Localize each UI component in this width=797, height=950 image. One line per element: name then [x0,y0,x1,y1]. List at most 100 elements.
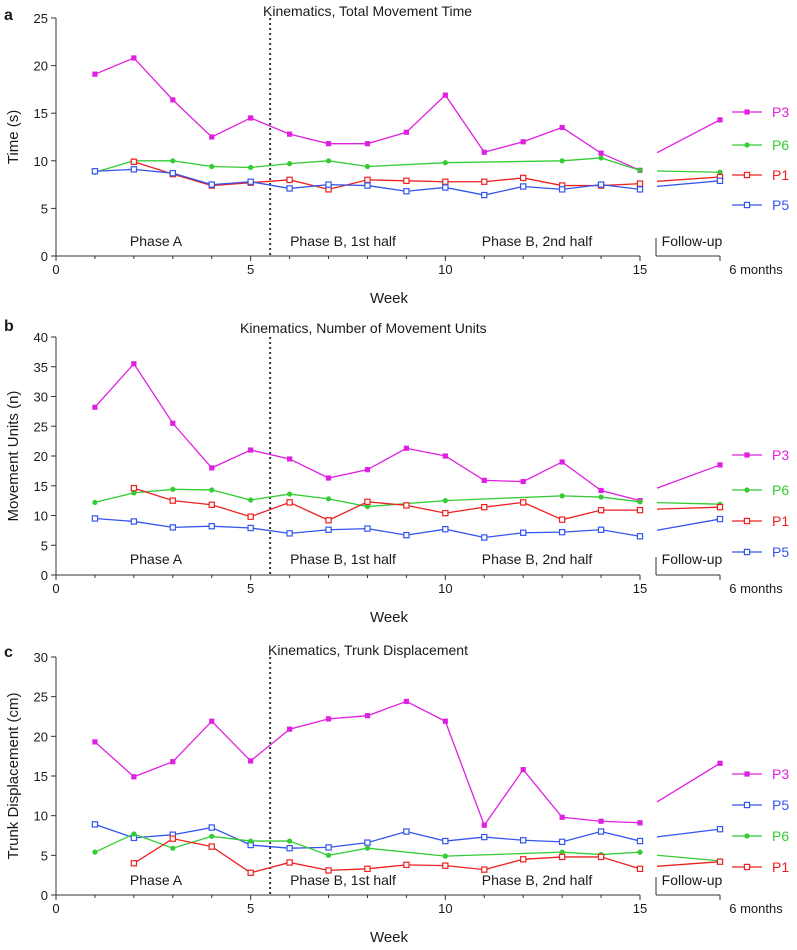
series-line [94,157,641,173]
data-point [169,497,176,504]
data-point [92,499,98,506]
x-axis-label: Week [370,609,409,626]
data-point [325,852,332,858]
data-point [208,523,215,530]
series-p6: P6 [92,482,789,510]
data-point [519,856,527,863]
data-point [287,131,293,137]
data-point [208,181,215,188]
legend-marker [744,142,750,148]
data-point [559,124,565,131]
data-point [637,499,643,505]
data-point [209,465,215,471]
data-point [636,837,644,845]
data-point [597,181,605,188]
y-tick-label: 35 [34,360,48,375]
data-point [286,844,293,852]
legend-marker [743,863,751,871]
data-point [247,513,254,520]
data-point [481,191,488,199]
legend-label: P6 [772,137,789,153]
series-p1: P1 [130,835,789,876]
data-point [91,821,99,828]
data-point [325,475,332,481]
chart-panel-b: b Kinematics, Number of Movement Units 0 5 1… [4,318,789,626]
phase-label: Phase B, 2nd half [482,551,593,567]
data-point [598,150,604,156]
series-p3: P3 [92,698,789,828]
data-point [287,491,293,497]
data-point [91,515,99,522]
panel-letter: b [4,318,14,335]
data-point [248,115,254,121]
data-point [597,828,605,835]
y-tick-label: 30 [34,650,48,665]
series-followup-line [656,501,721,505]
data-point [325,867,332,874]
x-tick-label: 0 [52,901,59,916]
data-point [403,177,410,184]
data-point [286,185,293,192]
data-point [558,516,566,523]
data-point [364,182,371,189]
data-point [248,497,254,503]
followup-tick-label: 6 months [729,581,783,596]
series-line [133,837,641,874]
data-point [636,186,644,193]
data-point [597,853,605,861]
data-point [131,774,137,780]
y-tick-label: 20 [34,729,48,744]
data-point [209,833,215,839]
data-point [92,404,98,410]
legend-marker [743,801,751,809]
data-point [208,501,215,508]
data-point [636,506,644,514]
data-point [636,865,644,873]
x-tick-label: 15 [633,262,647,277]
x-tick-label: 5 [247,581,254,596]
data-point [442,178,449,185]
data-point [209,134,215,140]
data-point [636,533,644,540]
data-point [598,487,604,494]
data-point [519,183,527,190]
data-point [519,174,527,182]
data-point [716,825,724,833]
data-point [442,160,448,166]
legend-label: P1 [772,513,789,529]
data-point [286,176,293,184]
data-point [364,525,371,532]
data-point [170,158,176,164]
data-point [130,518,138,525]
data-point [637,820,643,826]
legend-label: P3 [772,766,789,782]
data-point [92,849,98,855]
data-point [131,55,137,61]
data-point [170,759,176,765]
data-point [131,361,137,367]
data-point [481,477,487,483]
y-tick-label: 5 [41,848,48,863]
data-point [364,498,371,506]
data-point [325,716,332,722]
data-point [597,526,605,533]
y-tick-label: 15 [34,479,48,494]
data-point [286,859,293,866]
y-tick-label: 5 [41,538,48,553]
legend-marker [744,771,750,777]
data-point [559,814,565,820]
data-point [442,184,449,191]
data-point [403,698,409,705]
data-point [325,517,332,524]
data-point [170,420,176,426]
series-followup-line [656,518,721,531]
legend-label: P3 [772,447,789,463]
series-followup-line [656,170,721,173]
y-tick-label: 20 [34,59,48,74]
data-point [403,828,410,835]
data-point [92,739,98,745]
series-line [133,487,640,521]
series-line [94,362,641,502]
series-p5: P5 [91,797,789,852]
legend-marker [744,109,750,115]
